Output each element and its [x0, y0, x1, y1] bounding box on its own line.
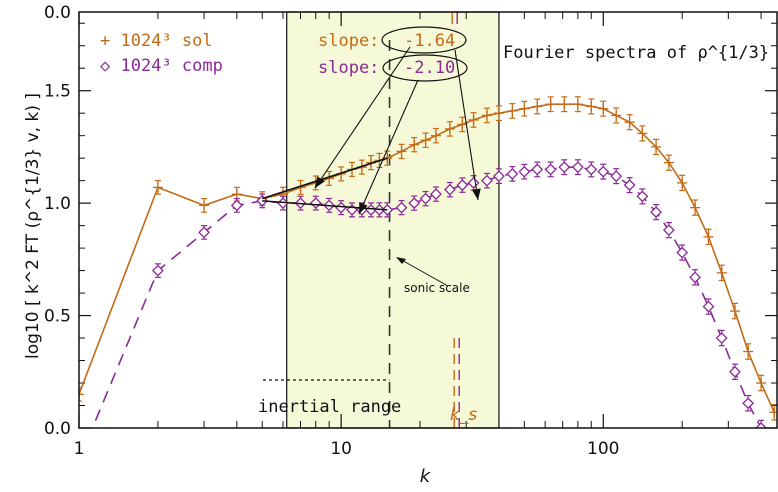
data-point-diamond: [610, 170, 623, 183]
annotation-arrow: [454, 49, 479, 201]
data-point-diamond: [742, 397, 755, 410]
sonic-scale-pointer-head: [396, 257, 406, 264]
data-point-diamond: [585, 163, 598, 176]
fit-line-sol: [261, 157, 388, 200]
data-point-diamond: [689, 271, 701, 284]
data-point-diamond: [755, 422, 768, 428]
data-point-diamond: [518, 165, 531, 178]
annotation-arrow: [314, 46, 411, 189]
slope-value-comp: -2.10: [404, 58, 455, 78]
slope-value-sol: -1.64: [404, 31, 455, 51]
data-point-diamond: [636, 190, 649, 203]
legend-sol: + 1024³ sol: [100, 31, 213, 51]
data-point-diamond: [676, 246, 689, 259]
annotation-arrow: [358, 79, 419, 215]
x-tick-label: 1: [74, 439, 85, 459]
data-point-diamond: [456, 179, 469, 192]
y-tick-label: 1.5: [44, 82, 71, 102]
data-point-diamond: [395, 201, 408, 214]
data-point-diamond: [597, 165, 610, 178]
data-point-diamond: [531, 163, 544, 176]
inertial-range-label: inertial range: [258, 397, 401, 417]
slope-ellipse-sol: [381, 26, 467, 54]
legend: + 1024³ sol ◇ 1024³ comp: [100, 31, 223, 76]
data-point-diamond: [662, 224, 675, 237]
sonic-scale-marker: [263, 40, 449, 428]
data-point-diamond: [408, 197, 421, 210]
data-point-diamond: [198, 226, 210, 239]
data-point-diamond: [230, 199, 243, 212]
fit-line-comp: [262, 200, 388, 211]
k-s-marker: [451, 12, 460, 428]
sonic-scale-label: sonic scale: [404, 281, 470, 295]
data-point-diamond: [544, 163, 557, 176]
data-point-diamond: [623, 179, 636, 192]
data-point-diamond: [571, 161, 584, 174]
legend-comp: ◇ 1024³ comp: [100, 56, 223, 76]
annotation-arrow-head: [471, 188, 481, 200]
y-axis-label: log10 [ k^2 FT (ρ^{1/3} v, k) ]: [23, 93, 43, 359]
annotation-arrow-head: [315, 176, 325, 188]
slope-arrows: [314, 46, 481, 215]
data-point-diamond: [715, 332, 728, 344]
y-tick-label: 0.0: [44, 419, 71, 439]
data-point-diamond: [443, 183, 456, 196]
y-tick-label: 1.0: [44, 194, 71, 214]
data-point-diamond: [650, 206, 662, 219]
data-point-diamond: [558, 161, 571, 174]
x-axis-label: k: [420, 466, 432, 487]
data-point-diamond: [729, 365, 741, 378]
sonic-scale-pointer: [397, 257, 449, 287]
slope-ellipse-comp: [382, 54, 468, 82]
data-point-diamond: [702, 300, 715, 313]
inertial-range-shade: [286, 11, 500, 429]
slope-labels: slope: -1.64 slope: -2.10: [318, 26, 468, 82]
slope-label-comp: slope:: [318, 58, 379, 78]
data-point-diamond: [151, 264, 164, 277]
slope-label-sol: slope:: [318, 31, 379, 51]
y-tick-label-top: 0.0: [44, 3, 71, 23]
annotation-arrow-head: [359, 202, 368, 214]
data-point-diamond: [506, 167, 519, 180]
plot-frame: [78, 11, 778, 429]
k-s-label: k_s: [450, 405, 477, 425]
y-tick-label: 0.5: [44, 307, 71, 327]
data-point-diamond: [493, 170, 505, 183]
x-tick-label: 100: [587, 439, 619, 459]
data-point-diamond: [430, 188, 442, 201]
x-tick-label: 10: [330, 439, 352, 459]
data-point-diamond: [481, 174, 493, 187]
data-point-diamond: [419, 192, 432, 205]
fit-lines: [261, 157, 388, 211]
axis-ticks: 0.00.51.01.50.01 10 100: [44, 3, 777, 459]
chart-title: Fourier spectra of ρ^{1/3} v: [503, 43, 778, 63]
